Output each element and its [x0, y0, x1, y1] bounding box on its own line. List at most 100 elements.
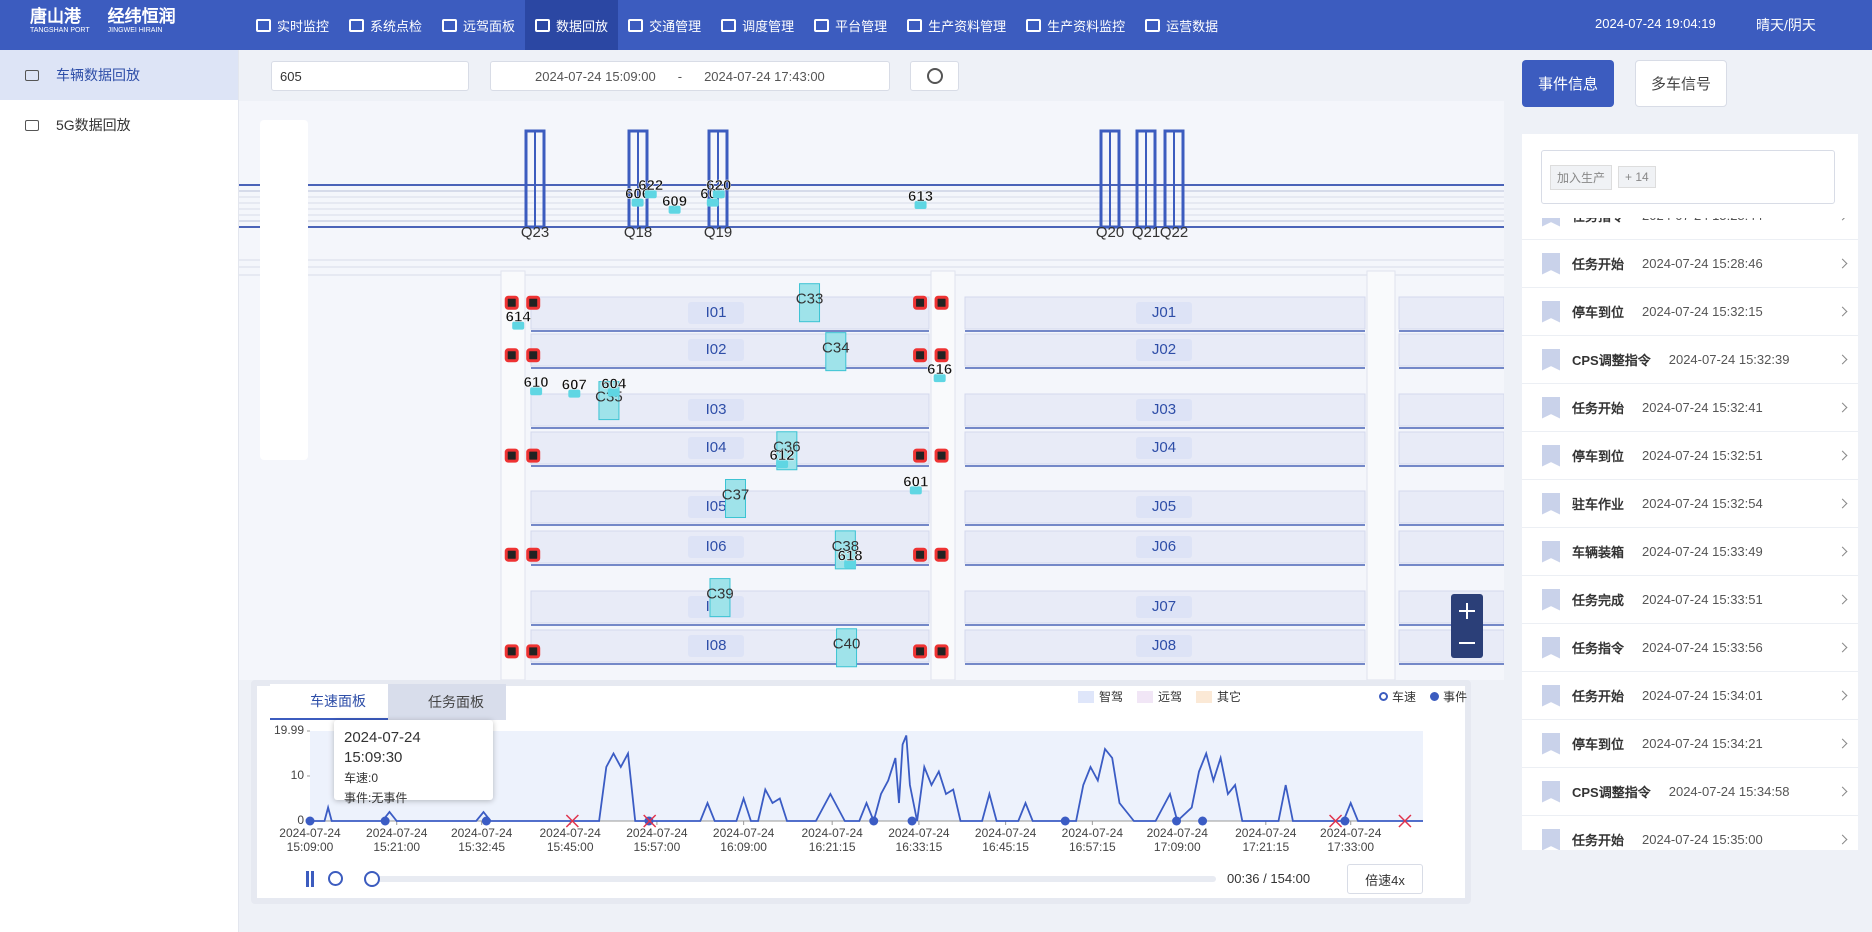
- event-time: 2024-07-24 15:33:56: [1642, 640, 1763, 655]
- crane-label: Q20: [1096, 224, 1124, 241]
- rate-select[interactable]: 倍速4x: [1347, 864, 1423, 894]
- speed-chart: 0 10 19.99: [274, 723, 1423, 828]
- progress-knob[interactable]: [364, 871, 380, 887]
- nav-item[interactable]: 生产资料监控: [1016, 0, 1135, 50]
- vehicle-label: 606: [625, 186, 650, 203]
- event-point: [481, 816, 491, 826]
- vehicle-select[interactable]: 605: [271, 61, 469, 91]
- x-tick-label: 2024-07-24 15:57:00: [626, 826, 688, 854]
- chevron: [1837, 594, 1848, 605]
- nav-item[interactable]: 交通管理: [618, 0, 711, 50]
- nav-item[interactable]: 生产资料管理: [897, 0, 1016, 50]
- legend-swatch: [1078, 690, 1094, 703]
- event-title: 任务完成: [1572, 593, 1625, 608]
- event-row[interactable]: 任务开始 2024-07-24 15:32:41: [1522, 384, 1858, 432]
- block-label: J07: [1152, 598, 1176, 615]
- event-time: 2024-07-24 15:34:58: [1668, 784, 1790, 799]
- event-row[interactable]: 停车到位 2024-07-24 15:32:15: [1522, 288, 1858, 336]
- legend-label: 其它: [1217, 690, 1242, 704]
- event-icon: [1542, 684, 1560, 707]
- event-icon: [1542, 444, 1560, 467]
- event-row[interactable]: CPS调整指令 2024-07-24 15:34:58: [1522, 768, 1858, 816]
- nav-item[interactable]: 平台管理: [804, 0, 897, 50]
- legend-item: 其它: [1196, 688, 1241, 705]
- nav-label: 实时监控: [277, 18, 330, 34]
- fault-point: [1398, 814, 1412, 828]
- event-row[interactable]: 任务开始 2024-07-24 15:35:00: [1522, 816, 1858, 850]
- side-item[interactable]: 5G数据回放: [0, 100, 238, 150]
- side-item[interactable]: 车辆数据回放: [0, 50, 238, 100]
- signal: [526, 448, 541, 463]
- event-time: 2024-07-24 15:35:00: [1642, 832, 1763, 847]
- event-title: CPS调整指令: [1572, 785, 1651, 800]
- nav-item[interactable]: 实时监控: [246, 0, 339, 50]
- event-icon: [1542, 732, 1560, 755]
- legend-label: 事件: [1443, 690, 1468, 704]
- vehicle: [776, 460, 789, 469]
- container-label: C36: [773, 439, 801, 456]
- event-row[interactable]: 车辆装箱 2024-07-24 15:33:49: [1522, 528, 1858, 576]
- event-row[interactable]: CPS调整指令 2024-07-24 15:32:39: [1522, 336, 1858, 384]
- tab-events[interactable]: 事件信息: [1522, 60, 1614, 107]
- x-tick-label: 2024-07-24 17:09:00: [1146, 826, 1208, 854]
- vehicle: [668, 205, 681, 214]
- event-time: 2024-07-24 15:33:51: [1642, 592, 1763, 607]
- event-row[interactable]: 停车到位 2024-07-24 15:34:21: [1522, 720, 1858, 768]
- nav-label: 调度管理: [742, 18, 795, 34]
- tag-select[interactable]: 加入生产 + 14: [1541, 150, 1835, 204]
- nav-item[interactable]: 系统点检: [339, 0, 432, 50]
- datetime: 2024-07-24 19:04:19: [1595, 16, 1716, 31]
- event-row[interactable]: 任务开始 2024-07-24 15:34:01: [1522, 672, 1858, 720]
- event-row[interactable]: 任务完成 2024-07-24 15:33:51: [1522, 576, 1858, 624]
- fault-point: [643, 814, 657, 828]
- nav-icon: [907, 18, 923, 32]
- date-range[interactable]: 2024-07-24 15:09:00 - 2024-07-24 17:43:00: [490, 61, 890, 91]
- legend-item: 车速: [1379, 688, 1416, 705]
- event-row[interactable]: 任务开始 2024-07-24 15:28:46: [1522, 240, 1858, 288]
- block-label: I02: [706, 341, 727, 358]
- nav-item[interactable]: 调度管理: [711, 0, 804, 50]
- x-tick-label: 2024-07-24 16:45:15: [974, 826, 1037, 854]
- legend-label: 车速: [1392, 690, 1417, 704]
- x-tick-label: 2024-07-24 16:33:15: [888, 826, 950, 854]
- chevron: [1837, 690, 1848, 701]
- right-panel: 事件信息 多车信号 加入生产 + 14 任务指令 2024-07-24 15:28…: [1504, 50, 1872, 932]
- nav-icon: [535, 18, 551, 32]
- progress-track: [371, 876, 1216, 882]
- panel-tab[interactable]: 任务面板: [388, 684, 506, 720]
- tab-signals[interactable]: 多车信号: [1635, 60, 1727, 107]
- nav-item[interactable]: 远驾面板: [432, 0, 525, 50]
- container-label: C39: [706, 586, 734, 603]
- signal: [504, 448, 519, 463]
- plot-bg: [310, 731, 1423, 821]
- event-icon: [1542, 252, 1560, 275]
- signal: [526, 295, 541, 310]
- vehicle-label: 601: [903, 473, 928, 490]
- event-time: 2024-07-24 15:32:15: [1642, 304, 1763, 319]
- container-label: C38: [832, 538, 860, 555]
- pause[interactable]: [306, 871, 314, 887]
- panel-tab[interactable]: 车速面板: [270, 684, 388, 720]
- block: [1398, 333, 1504, 367]
- vehicle: [512, 321, 525, 330]
- chevron: [1837, 498, 1848, 509]
- event-title: 任务开始: [1572, 833, 1625, 848]
- event-row[interactable]: 任务指令 2024-07-24 15:28:44: [1522, 218, 1858, 240]
- block-label: I08: [706, 637, 727, 654]
- vehicle-label: 612: [770, 447, 795, 464]
- side-label: 车辆数据回放: [56, 67, 140, 83]
- signal: [504, 547, 519, 562]
- side-icon: [25, 69, 39, 81]
- loop[interactable]: [328, 871, 343, 886]
- event-row[interactable]: 停车到位 2024-07-24 15:32:51: [1522, 432, 1858, 480]
- zoom-out[interactable]: [910, 61, 959, 91]
- signal: [934, 348, 949, 363]
- event-point: [907, 816, 917, 826]
- event-row[interactable]: 任务指令 2024-07-24 15:33:56: [1522, 624, 1858, 672]
- map: I01I02I03I04I05I06I07I08J01J02J03J04J05J…: [239, 101, 1504, 680]
- chevron: [1837, 218, 1848, 221]
- event-row[interactable]: 驻车作业 2024-07-24 15:32:54: [1522, 480, 1858, 528]
- nav-item[interactable]: 数据回放: [525, 0, 619, 50]
- event-time: 2024-07-24 15:32:54: [1642, 496, 1763, 511]
- nav-item[interactable]: 运营数据: [1135, 0, 1228, 50]
